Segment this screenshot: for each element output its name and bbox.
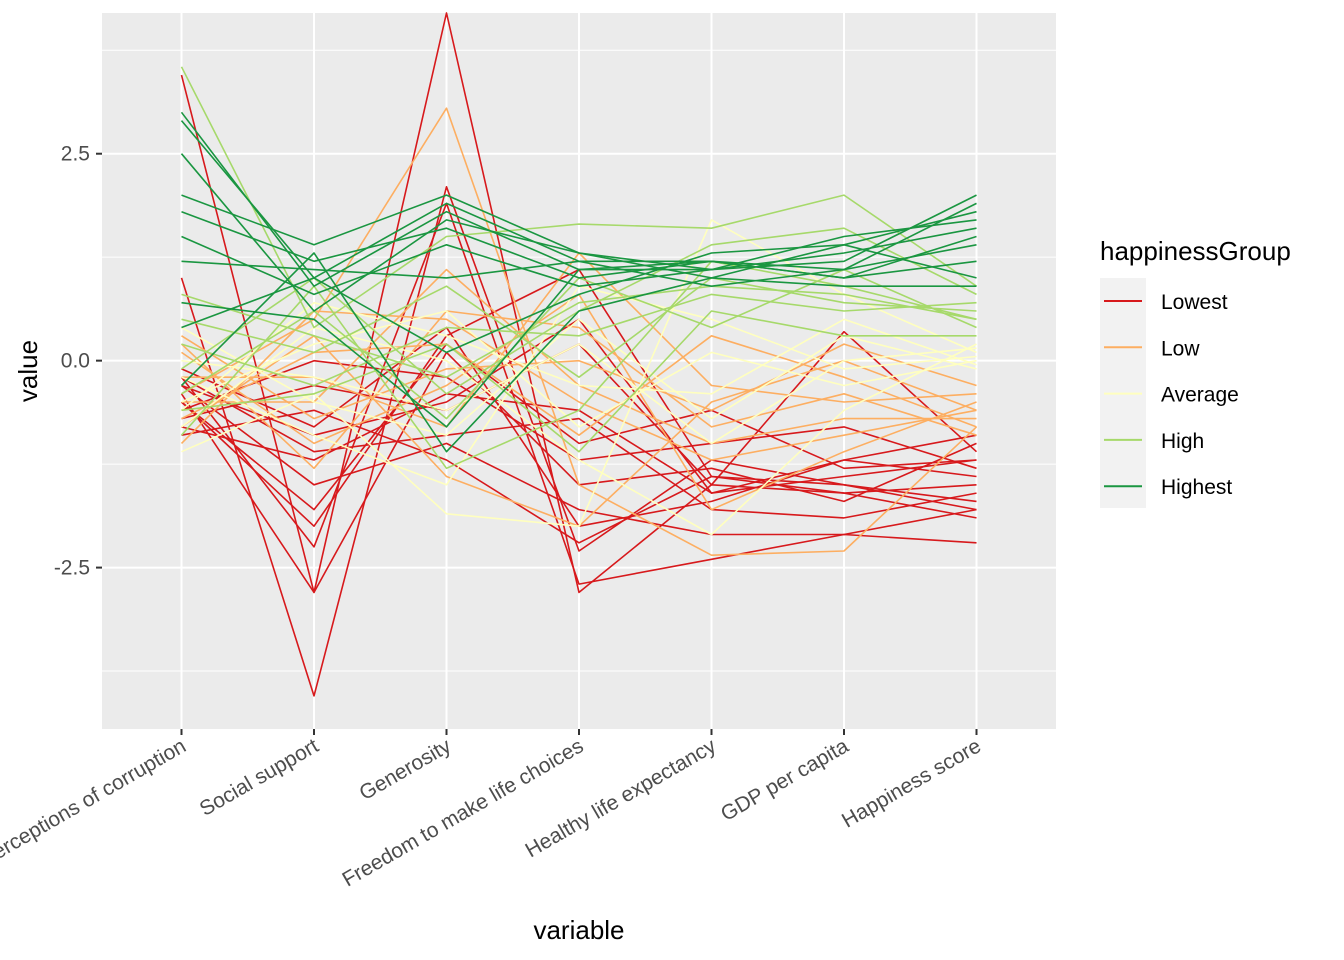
series-line-average <box>181 343 977 445</box>
legend-label-high: High <box>1161 430 1204 453</box>
legend-label-highest: Highest <box>1161 476 1232 499</box>
legend-entries: Lowest Low Average High Highest <box>1104 291 1239 499</box>
series-line-high <box>181 293 977 387</box>
x-tick-label: Perceptions of corruption <box>0 734 190 871</box>
legend-label-lowest: Lowest <box>1161 291 1228 314</box>
y-axis-title: value <box>13 340 43 402</box>
series-line-average <box>181 310 977 428</box>
series-line-high <box>181 277 977 379</box>
series-line-lowest <box>181 376 977 519</box>
legend-label-average: Average <box>1161 384 1239 407</box>
x-tick-label: Happiness score <box>838 734 985 832</box>
series-line-low <box>181 335 977 420</box>
legend: happinessGroup Lowest Low Average High Highe… <box>1100 236 1291 508</box>
y-tick-label: 0.0 <box>61 350 90 373</box>
series-line-highest <box>180 252 977 453</box>
series-line-lowest <box>181 384 977 536</box>
y-tick-label: 2.5 <box>61 143 90 166</box>
series-line-high <box>181 310 977 453</box>
x-axis-title: variable <box>533 915 624 945</box>
series-lines <box>180 12 978 697</box>
y-axis: -2.5 0.0 2.5 <box>54 143 102 580</box>
legend-title: happinessGroup <box>1100 236 1291 266</box>
x-tick-label: GDP per capita <box>717 734 853 826</box>
series-line-highest <box>181 244 977 354</box>
series-line-low <box>180 310 977 470</box>
series-line-highest <box>181 260 977 428</box>
legend-label-low: Low <box>1161 337 1200 360</box>
x-tick-label: Generosity <box>356 734 456 805</box>
series-line-lowest <box>181 409 977 544</box>
series-line-average <box>180 301 977 411</box>
series-line-high <box>181 285 977 379</box>
x-axis: Perceptions of corruption Social support G… <box>0 729 985 891</box>
series-line-lowest <box>180 343 977 511</box>
x-tick-label: Freedom to make life choices <box>338 734 587 891</box>
series-line-high <box>180 66 977 329</box>
x-tick-label: Social support <box>196 734 323 821</box>
series-line-highest <box>181 244 977 288</box>
series-line-highest <box>180 153 977 312</box>
series-line-highest <box>181 227 977 296</box>
y-tick-label: -2.5 <box>54 557 90 580</box>
